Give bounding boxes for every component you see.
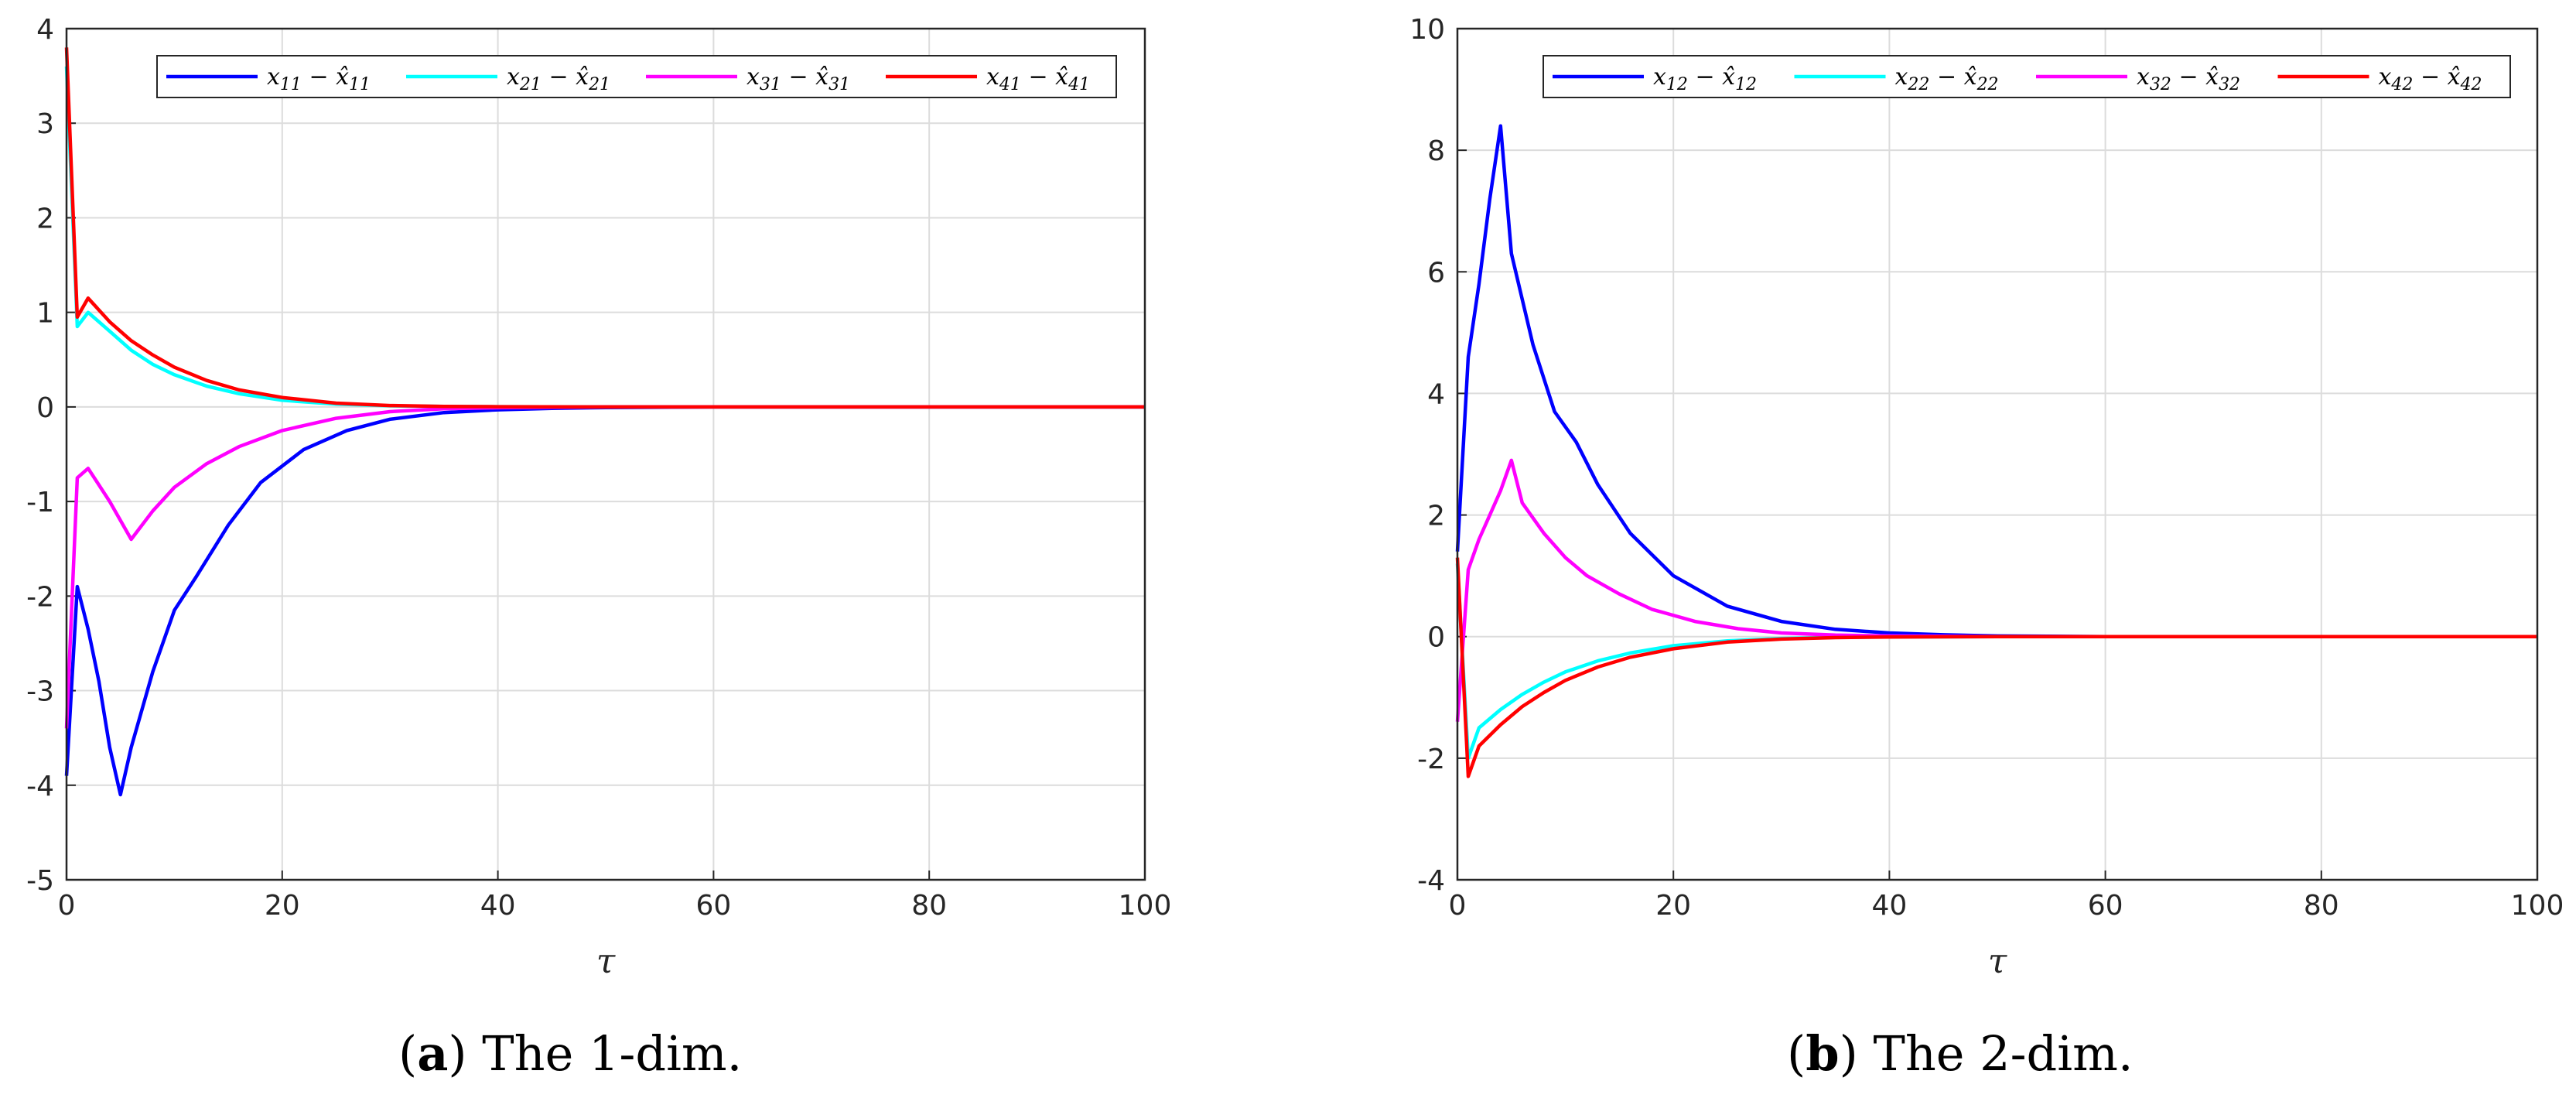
panel-b-y-tick-label: 2 bbox=[1427, 501, 1445, 532]
panel-b-legend-label: x22 − x̂22 bbox=[1895, 63, 1999, 94]
panel-b-y-tick-label: 0 bbox=[1427, 622, 1445, 654]
panel-a-legend-entry-21: x21 − x̂21 bbox=[406, 63, 610, 94]
panel-a-x-tick-label: 100 bbox=[1119, 890, 1172, 922]
panel-b-legend-entry-22: x22 − x̂22 bbox=[1794, 63, 1999, 94]
panel-a-y-tick-label: 4 bbox=[36, 14, 54, 46]
panel-a-y-tick-label: -2 bbox=[26, 581, 54, 613]
panel-a-legend-label: x31 − x̂31 bbox=[746, 63, 850, 94]
panel-b-plot-area bbox=[1457, 29, 2537, 880]
panel-a-legend: x11 − x̂11 x21 − x̂21 x31 − x̂31 x41 − x̂41 bbox=[156, 55, 1117, 98]
panel-b-y-tick-label: 4 bbox=[1427, 378, 1445, 410]
panel-b-caption-text: The 2-dim. bbox=[1873, 1025, 2133, 1082]
panel-b-axes-box bbox=[1456, 27, 2539, 881]
panel-b-x-tick-label: 60 bbox=[2088, 890, 2123, 922]
panel-a-caption: (a) The 1-dim. bbox=[398, 1025, 742, 1082]
panel-a-x-axis-label: τ bbox=[596, 942, 616, 981]
panel-b-x-tick-label: 40 bbox=[1871, 890, 1907, 922]
panel-a-y-tick-label: -5 bbox=[26, 865, 54, 897]
panel-b-y-tick-label: 6 bbox=[1427, 257, 1445, 289]
panel-b-y-tick-label: 10 bbox=[1409, 14, 1445, 46]
panel-b-x-tick-label: 100 bbox=[2511, 890, 2564, 922]
panel-b-x-tick-label: 0 bbox=[1449, 890, 1467, 922]
panel-a-plot-area bbox=[67, 29, 1145, 880]
panel-a-x-tick-label: 60 bbox=[695, 890, 731, 922]
panel-b-y-tick-label: -2 bbox=[1417, 744, 1445, 775]
panel-a-y-tick-label: 3 bbox=[36, 108, 54, 140]
panel-a-legend-entry-31: x31 − x̂31 bbox=[646, 63, 850, 94]
panel-b-y-tick-label: 8 bbox=[1427, 135, 1445, 167]
panel-a-x-tick-label: 40 bbox=[480, 890, 516, 922]
panel-b: 0 20 40 60 80 100 -4 -2 0 2 4 6 8 10 τ x12 − x̂12 x22 − … bbox=[1409, 14, 2564, 1082]
panel-a-axes-box bbox=[65, 27, 1146, 881]
panel-b-legend-label: x12 − x̂12 bbox=[1653, 63, 1757, 94]
panel-a-legend-entry-41: x41 − x̂41 bbox=[886, 63, 1090, 94]
panel-b-legend-label: x42 − x̂42 bbox=[2379, 63, 2482, 94]
panel-a-y-tick-label: -4 bbox=[26, 771, 54, 802]
panel-a-caption-text: The 1-dim. bbox=[482, 1025, 742, 1082]
panel-a-y-tick-label: 0 bbox=[36, 392, 54, 424]
panel-b-caption: (b) The 2-dim. bbox=[1787, 1025, 2134, 1082]
panel-b-legend-entry-12: x12 − x̂12 bbox=[1553, 63, 1757, 94]
panel-a-y-tick-label: 1 bbox=[36, 298, 54, 330]
panel-a-x-tick-label: 0 bbox=[58, 890, 76, 922]
panel-a-y-tick-label: 2 bbox=[36, 203, 54, 234]
panel-b-x-tick-label: 20 bbox=[1655, 890, 1691, 922]
panel-a-x-tick-label: 80 bbox=[911, 890, 947, 922]
panel-a: 0 20 40 60 80 100 -5 -4 -3 -2 -1 0 1 2 3 4 τ x11 − x̂11 x2… bbox=[26, 14, 1171, 1082]
panel-a-y-tick-label: -3 bbox=[26, 676, 54, 708]
panel-b-y-tick-label: -4 bbox=[1417, 865, 1445, 897]
panel-a-legend-label: x11 − x̂11 bbox=[267, 63, 371, 94]
panel-b-legend: x12 − x̂12 x22 − x̂22 x32 − x̂32 x42 − x̂42 bbox=[1543, 55, 2511, 98]
panel-a-series-line-41 bbox=[64, 47, 1145, 409]
panel-a-legend-label: x21 − x̂21 bbox=[507, 63, 610, 94]
panel-a-legend-label: x41 − x̂41 bbox=[986, 63, 1090, 94]
panel-a-legend-entry-11: x11 − x̂11 bbox=[166, 63, 371, 94]
panel-a-x-tick-label: 20 bbox=[265, 890, 300, 922]
panel-b-legend-entry-32: x32 − x̂32 bbox=[2036, 63, 2240, 94]
panel-b-legend-label: x32 − x̂32 bbox=[2137, 63, 2240, 94]
panel-b-x-tick-label: 80 bbox=[2304, 890, 2339, 922]
panel-a-y-tick-label: -1 bbox=[26, 487, 54, 518]
panel-b-series-line-42 bbox=[1455, 557, 2537, 778]
panel-b-legend-entry-42: x42 − x̂42 bbox=[2277, 63, 2482, 94]
panel-b-x-axis-label: τ bbox=[1988, 942, 2007, 981]
